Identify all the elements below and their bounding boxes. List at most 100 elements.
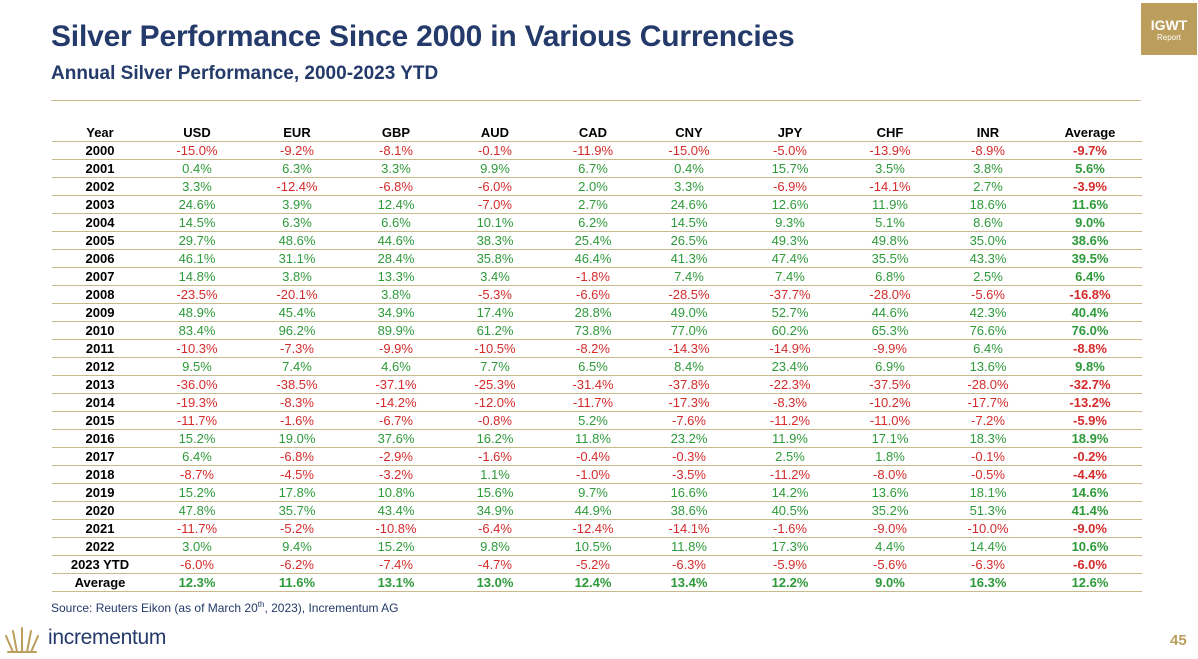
silver-performance-table: Year USD EUR GBP AUD CAD CNY JPY CHF INR Average 2… [52, 124, 1142, 592]
value-cell: -4.7% [444, 555, 546, 574]
value-cell: -8.1% [348, 141, 444, 160]
row-average-cell: -16.8% [1038, 285, 1142, 304]
value-cell: 2.7% [938, 177, 1038, 196]
value-cell: 9.8% [444, 537, 546, 556]
value-cell: -6.3% [938, 555, 1038, 574]
average-value-cell: 11.6% [246, 573, 348, 592]
value-cell: 12.4% [348, 195, 444, 214]
value-cell: -5.9% [738, 555, 842, 574]
value-cell: 35.7% [246, 501, 348, 520]
table-row: 2002 3.3% -12.4% -6.8% -6.0% 2.0% 3.3% -6.9% -14… [52, 177, 1142, 196]
year-cell: 2021 [52, 519, 148, 538]
value-cell: 15.6% [444, 483, 546, 502]
value-cell: 17.1% [842, 429, 938, 448]
value-cell: 16.2% [444, 429, 546, 448]
value-cell: 18.1% [938, 483, 1038, 502]
value-cell: -8.9% [938, 141, 1038, 160]
value-cell: 23.2% [640, 429, 738, 448]
value-cell: -11.0% [842, 411, 938, 430]
source-text-end: , 2023), Incrementum AG [264, 601, 399, 615]
table-row: 2017 6.4% -6.8% -2.9% -1.6% -0.4% -0.3% 2.5% 1.8… [52, 447, 1142, 466]
column-header: Year [52, 124, 148, 142]
value-cell: 96.2% [246, 321, 348, 340]
value-cell: 28.8% [546, 303, 640, 322]
value-cell: 60.2% [738, 321, 842, 340]
value-cell: 15.2% [348, 537, 444, 556]
value-cell: 3.4% [444, 267, 546, 286]
average-label: Average [52, 573, 148, 592]
value-cell: 11.9% [738, 429, 842, 448]
average-value-cell: 13.0% [444, 573, 546, 592]
value-cell: -9.0% [842, 519, 938, 538]
incrementum-logo-icon [5, 627, 39, 653]
value-cell: 3.8% [348, 285, 444, 304]
value-cell: 3.8% [938, 159, 1038, 178]
year-cell: 2015 [52, 411, 148, 430]
column-header: CNY [640, 124, 738, 142]
table-row: 2022 3.0% 9.4% 15.2% 9.8% 10.5% 11.8% 17.3% 4.4%… [52, 537, 1142, 556]
average-value-cell: 16.3% [938, 573, 1038, 592]
value-cell: 10.1% [444, 213, 546, 232]
value-cell: 6.2% [546, 213, 640, 232]
value-cell: 6.8% [842, 267, 938, 286]
average-value-cell: 12.3% [148, 573, 246, 592]
value-cell: -5.2% [546, 555, 640, 574]
value-cell: 6.5% [546, 357, 640, 376]
value-cell: -8.3% [246, 393, 348, 412]
table-row: 2023 YTD -6.0% -6.2% -7.4% -4.7% -5.2% -6.3% -5… [52, 555, 1142, 574]
value-cell: -4.5% [246, 465, 348, 484]
table-row: 2018 -8.7% -4.5% -3.2% 1.1% -1.0% -3.5% -11.2% -… [52, 465, 1142, 484]
value-cell: 19.0% [246, 429, 348, 448]
page-title: Silver Performance Since 2000 in Various… [51, 20, 795, 53]
value-cell: -11.2% [738, 411, 842, 430]
value-cell: 15.2% [148, 429, 246, 448]
value-cell: -14.2% [348, 393, 444, 412]
year-cell: 2020 [52, 501, 148, 520]
value-cell: 11.8% [546, 429, 640, 448]
value-cell: 24.6% [148, 195, 246, 214]
value-cell: 35.2% [842, 501, 938, 520]
value-cell: 5.1% [842, 213, 938, 232]
value-cell: 45.4% [246, 303, 348, 322]
value-cell: 44.9% [546, 501, 640, 520]
value-cell: 47.4% [738, 249, 842, 268]
value-cell: 5.2% [546, 411, 640, 430]
year-cell: 2003 [52, 195, 148, 214]
row-average-cell: 39.5% [1038, 249, 1142, 268]
value-cell: 15.7% [738, 159, 842, 178]
value-cell: 3.3% [348, 159, 444, 178]
value-cell: -3.2% [348, 465, 444, 484]
row-average-cell: 6.4% [1038, 267, 1142, 286]
year-cell: 2006 [52, 249, 148, 268]
page-subtitle: Annual Silver Performance, 2000-2023 YTD [51, 63, 439, 84]
row-average-cell: -6.0% [1038, 555, 1142, 574]
row-average-cell: -4.4% [1038, 465, 1142, 484]
row-average-cell: 40.4% [1038, 303, 1142, 322]
value-cell: 9.9% [444, 159, 546, 178]
table-row: 2016 15.2% 19.0% 37.6% 16.2% 11.8% 23.2% 11.9% 1… [52, 429, 1142, 448]
value-cell: -7.4% [348, 555, 444, 574]
value-cell: -8.0% [842, 465, 938, 484]
value-cell: -1.6% [738, 519, 842, 538]
value-cell: 0.4% [640, 159, 738, 178]
value-cell: 43.3% [938, 249, 1038, 268]
row-average-cell: 41.4% [1038, 501, 1142, 520]
value-cell: -6.4% [444, 519, 546, 538]
value-cell: 17.4% [444, 303, 546, 322]
value-cell: -6.3% [640, 555, 738, 574]
value-cell: -8.3% [738, 393, 842, 412]
value-cell: -6.0% [444, 177, 546, 196]
value-cell: 4.6% [348, 357, 444, 376]
value-cell: 1.8% [842, 447, 938, 466]
value-cell: 10.8% [348, 483, 444, 502]
value-cell: 9.7% [546, 483, 640, 502]
value-cell: 25.4% [546, 231, 640, 250]
value-cell: -14.1% [842, 177, 938, 196]
value-cell: -1.6% [246, 411, 348, 430]
row-average-cell: 11.6% [1038, 195, 1142, 214]
value-cell: -10.8% [348, 519, 444, 538]
value-cell: -6.9% [738, 177, 842, 196]
value-cell: 38.6% [640, 501, 738, 520]
value-cell: -7.2% [938, 411, 1038, 430]
value-cell: -6.8% [348, 177, 444, 196]
